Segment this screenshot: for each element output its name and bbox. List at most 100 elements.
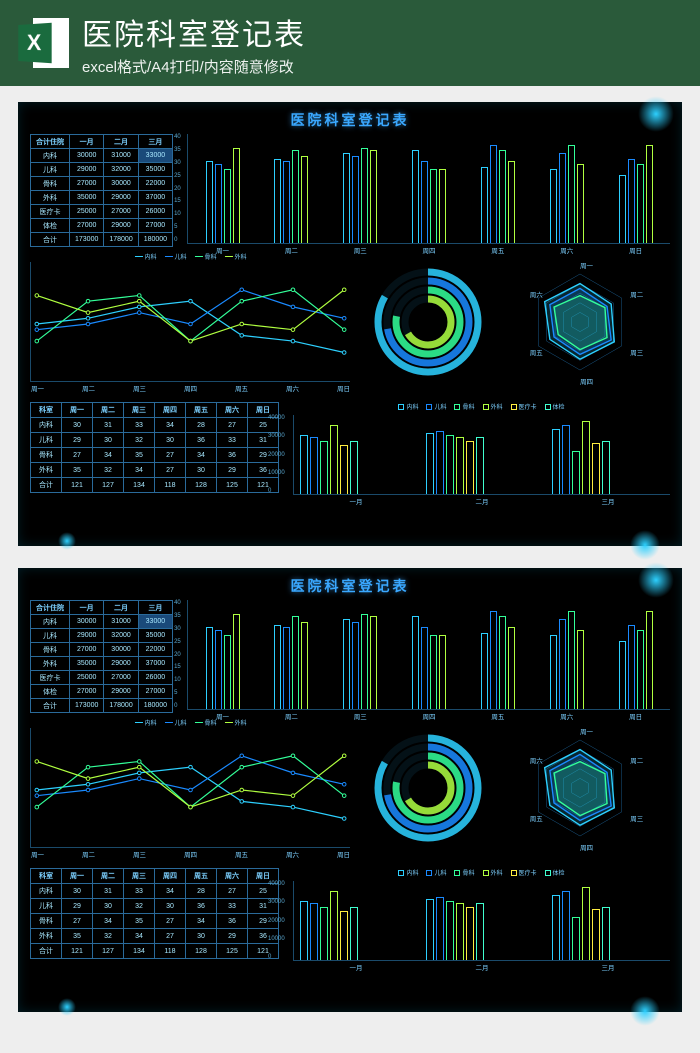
bar-category-label: 三月 [602, 962, 615, 972]
table-cell: 35000 [70, 191, 104, 205]
bar [577, 630, 584, 709]
bar [283, 161, 290, 243]
table-cell: 外科 [31, 657, 70, 671]
bar [602, 907, 610, 960]
bar [412, 616, 419, 709]
table-header: 周三 [124, 869, 155, 884]
table-cell: 118 [155, 944, 186, 959]
table-cell: 180000 [138, 699, 172, 713]
table-cell: 27 [62, 914, 93, 929]
bar [439, 169, 446, 243]
table-cell: 33 [124, 418, 155, 433]
bar [592, 909, 600, 960]
table-cell: 32 [124, 899, 155, 914]
table-header: 一月 [70, 135, 104, 149]
table-header: 周六 [217, 869, 248, 884]
page-subtitle: excel格式/A4打印/内容随意修改 [82, 56, 306, 77]
table-cell: 27000 [104, 205, 138, 219]
table-cell: 34 [124, 929, 155, 944]
bar [628, 625, 635, 709]
table-cell: 29000 [104, 657, 138, 671]
bar-category-label: 周日 [629, 711, 642, 721]
table-cell: 22000 [138, 643, 172, 657]
bar [352, 622, 359, 709]
bar-category-label: 周二 [285, 711, 298, 721]
table-cell: 合计 [31, 478, 62, 493]
table-header: 二月 [104, 135, 138, 149]
table-cell: 32 [93, 463, 124, 478]
bar [582, 887, 590, 960]
bar [292, 616, 299, 709]
table-cell: 27000 [70, 177, 104, 191]
table-cell: 128 [186, 478, 217, 493]
bar [499, 150, 506, 243]
table-cell: 儿科 [31, 629, 70, 643]
legend-item: 外科 [225, 718, 247, 727]
bar-category-label: 二月 [476, 496, 489, 506]
bar-category-label: 三月 [602, 496, 615, 506]
bar [430, 169, 437, 243]
table-cell: 28 [186, 884, 217, 899]
table-cell: 外科 [31, 191, 70, 205]
table-cell: 37000 [138, 191, 172, 205]
table-cell: 27 [217, 418, 248, 433]
radar-axis-label: 周五 [530, 813, 543, 823]
table-cell: 27000 [70, 219, 104, 233]
bar [562, 891, 570, 960]
table-cell: 30 [186, 463, 217, 478]
bar [430, 635, 437, 709]
table-cell: 30000 [70, 149, 104, 163]
table-cell: 35000 [70, 657, 104, 671]
bar [343, 153, 350, 243]
radar-axis-label: 周二 [630, 289, 643, 299]
bar [490, 611, 497, 709]
table-cell: 32 [124, 433, 155, 448]
table-header: 合计住院 [31, 601, 70, 615]
table-cell: 33 [217, 433, 248, 448]
table-cell: 26000 [138, 205, 172, 219]
table-header: 科室 [31, 869, 62, 884]
table-cell: 35 [124, 448, 155, 463]
table-cell: 35000 [138, 629, 172, 643]
bar [436, 897, 444, 960]
table-cell: 178000 [104, 699, 138, 713]
table-cell: 32000 [104, 629, 138, 643]
table-cell: 35000 [138, 163, 172, 177]
bar [446, 901, 454, 960]
table-cell: 30000 [70, 615, 104, 629]
table-cell: 30 [62, 418, 93, 433]
table-cell: 30000 [104, 643, 138, 657]
bar [283, 627, 290, 709]
table-cell: 骨科 [31, 914, 62, 929]
bar [637, 164, 644, 243]
table-cell: 27 [155, 914, 186, 929]
bar [292, 150, 299, 243]
legend-item: 儿科 [164, 718, 186, 727]
bar [215, 630, 222, 709]
bar [646, 145, 653, 243]
table-cell: 合计 [31, 699, 70, 713]
bar [499, 616, 506, 709]
monthly-bar-chart: 内科儿科骨科外科医疗卡体检400003000020000100000一月二月三月 [293, 868, 670, 961]
weekly-bar-chart: 4035302520151050周一周二周三周四周五周六周日 [187, 600, 670, 710]
table-header: 二月 [104, 601, 138, 615]
table-cell: 29 [62, 899, 93, 914]
table-cell: 27 [155, 929, 186, 944]
table-cell: 29000 [104, 219, 138, 233]
table-cell: 121 [62, 478, 93, 493]
table-cell: 合计 [31, 944, 62, 959]
bar [300, 901, 308, 960]
table-cell: 30 [93, 899, 124, 914]
table-cell: 30 [62, 884, 93, 899]
table-cell: 35 [62, 463, 93, 478]
table-cell: 37000 [138, 657, 172, 671]
bar-category-label: 周二 [285, 245, 298, 255]
table-cell: 127 [93, 944, 124, 959]
bar [476, 437, 484, 494]
table-cell: 35 [62, 929, 93, 944]
table-header: 三月 [138, 601, 172, 615]
legend-item: 骨科 [195, 718, 217, 727]
bar [552, 429, 560, 494]
table-header: 科室 [31, 403, 62, 418]
bar [490, 145, 497, 243]
